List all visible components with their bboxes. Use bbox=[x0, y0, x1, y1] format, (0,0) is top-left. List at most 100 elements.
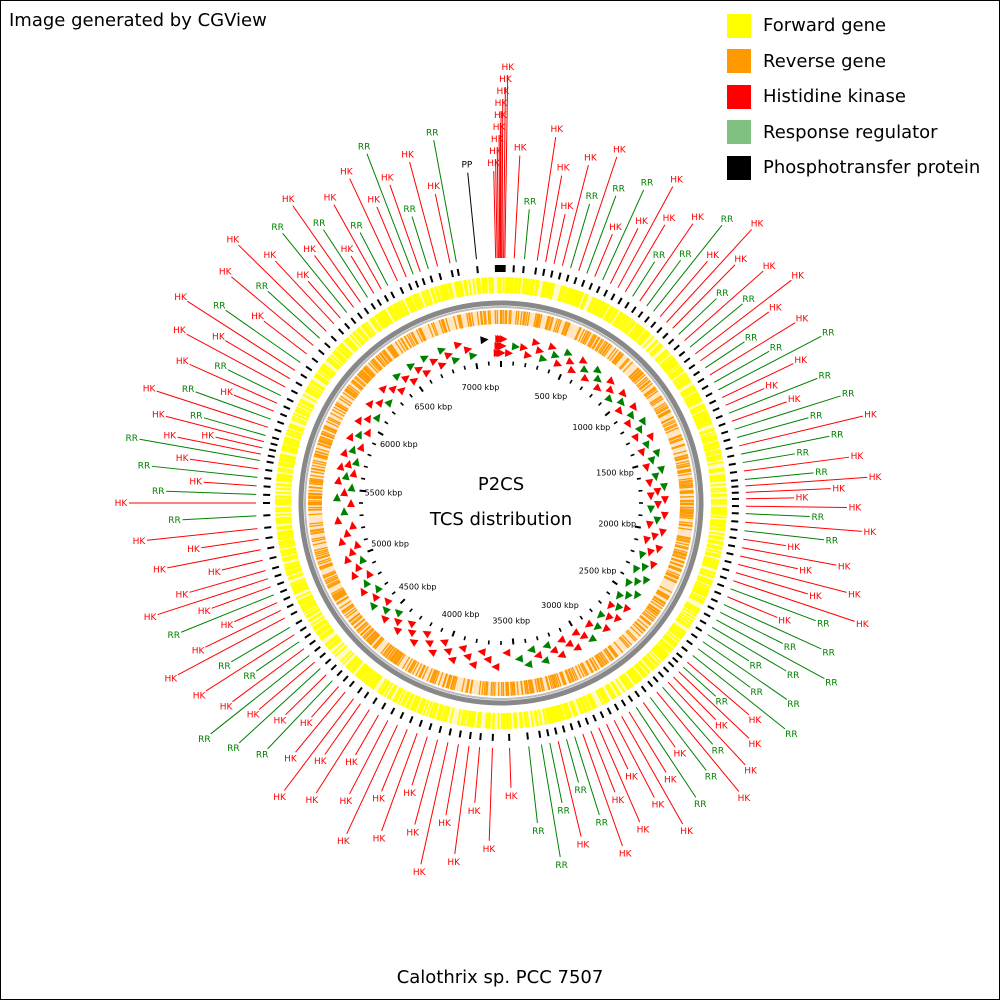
reverse-gene bbox=[371, 358, 382, 371]
feature-arrow bbox=[453, 341, 463, 350]
major-tick bbox=[634, 525, 642, 529]
reverse-gene bbox=[401, 656, 411, 670]
reverse-gene bbox=[524, 311, 529, 326]
feature-leader-line bbox=[493, 171, 497, 259]
forward-gene bbox=[279, 543, 296, 550]
forward-gene bbox=[488, 277, 492, 294]
feature-arrow bbox=[468, 661, 478, 670]
forward-gene bbox=[300, 600, 316, 610]
hk-label: HK bbox=[176, 591, 190, 601]
feature-arrow bbox=[557, 635, 567, 643]
reverse-gene bbox=[551, 674, 557, 689]
forward-gene bbox=[685, 601, 701, 611]
reverse-gene bbox=[314, 450, 329, 456]
forward-gene bbox=[599, 687, 609, 703]
forward-gene bbox=[425, 700, 433, 717]
forward-gene bbox=[287, 572, 304, 580]
feature-leader-line bbox=[642, 702, 676, 748]
feature-leader-line bbox=[165, 415, 264, 443]
forward-gene bbox=[320, 629, 335, 641]
feature-leader-line bbox=[139, 438, 260, 461]
reverse-gene bbox=[630, 369, 642, 381]
forward-gene bbox=[336, 347, 350, 360]
hk-label: HK bbox=[832, 484, 846, 494]
reverse-gene bbox=[468, 312, 473, 327]
forward-gene bbox=[682, 388, 697, 399]
forward-gene bbox=[286, 428, 303, 436]
reverse-gene bbox=[359, 370, 371, 382]
feature-position-mark bbox=[580, 279, 586, 287]
forward-gene bbox=[277, 469, 294, 474]
reverse-gene bbox=[586, 659, 594, 673]
minor-tick bbox=[606, 591, 611, 595]
feature-leader-line bbox=[509, 747, 512, 788]
hk-label: HK bbox=[796, 494, 810, 504]
reverse-gene bbox=[389, 344, 399, 357]
forward-gene bbox=[568, 288, 576, 305]
hk-label: HK bbox=[691, 213, 705, 223]
forward-gene bbox=[302, 603, 318, 613]
reverse-gene bbox=[645, 607, 658, 617]
feature-leader-line bbox=[653, 224, 723, 312]
reverse-gene bbox=[536, 678, 541, 693]
feature-leader-line bbox=[700, 311, 770, 362]
hk-label: HK bbox=[220, 388, 234, 398]
reverse-gene bbox=[309, 474, 324, 478]
feature-arrow bbox=[593, 374, 602, 383]
feature-arrow bbox=[646, 492, 655, 501]
reverse-gene bbox=[679, 516, 694, 520]
minor-tick bbox=[598, 600, 602, 604]
feature-position-mark bbox=[722, 567, 730, 572]
reverse-gene bbox=[660, 415, 674, 424]
forward-gene bbox=[636, 330, 649, 344]
feature-leader-line bbox=[709, 322, 796, 376]
feature-position-mark bbox=[595, 286, 601, 294]
reverse-gene bbox=[577, 664, 585, 678]
reverse-gene bbox=[338, 397, 352, 407]
forward-gene bbox=[606, 683, 617, 699]
forward-gene bbox=[670, 625, 685, 637]
minor-tick bbox=[440, 627, 444, 633]
feature-arrow bbox=[370, 601, 379, 611]
feature-position-mark bbox=[290, 610, 298, 616]
feature-position-mark bbox=[309, 639, 316, 646]
feature-arrow bbox=[497, 348, 506, 357]
reverse-gene bbox=[344, 389, 357, 399]
rr-label: RR bbox=[787, 700, 800, 710]
reverse-gene bbox=[669, 560, 684, 567]
reverse-gene bbox=[315, 552, 330, 558]
reverse-gene bbox=[314, 452, 329, 458]
feature-leader-line bbox=[695, 279, 792, 355]
forward-gene bbox=[322, 363, 337, 375]
feature-arrow bbox=[573, 643, 583, 651]
reverse-gene bbox=[327, 416, 341, 424]
feature-position-mark bbox=[588, 282, 594, 290]
feature-leader-line bbox=[678, 298, 717, 335]
minor-tick bbox=[579, 386, 584, 391]
feature-position-mark bbox=[657, 671, 665, 678]
reverse-gene bbox=[659, 585, 673, 594]
feature-leader-line bbox=[376, 206, 407, 278]
feature-arrow bbox=[378, 385, 387, 394]
forward-gene bbox=[278, 539, 295, 545]
feature-arrow bbox=[604, 394, 613, 403]
feature-leader-line bbox=[716, 619, 825, 680]
forward-gene bbox=[548, 282, 554, 299]
reverse-gene bbox=[373, 637, 384, 649]
forward-gene bbox=[542, 708, 548, 725]
hk-label: HK bbox=[493, 123, 507, 133]
reverse-gene bbox=[379, 352, 390, 364]
reverse-gene bbox=[626, 629, 638, 641]
forward-gene bbox=[569, 289, 577, 306]
minor-tick bbox=[463, 636, 467, 641]
forward-gene bbox=[340, 342, 354, 356]
forward-gene bbox=[404, 693, 414, 709]
legend-label-histidine-kinase: Histidine kinase bbox=[763, 86, 906, 108]
reverse-gene bbox=[367, 632, 378, 644]
forward-gene bbox=[280, 547, 297, 553]
reverse-gene bbox=[415, 329, 424, 343]
forward-gene bbox=[657, 641, 672, 654]
reverse-gene bbox=[393, 651, 403, 664]
forward-gene bbox=[710, 508, 727, 512]
feature-position-mark bbox=[299, 626, 307, 632]
